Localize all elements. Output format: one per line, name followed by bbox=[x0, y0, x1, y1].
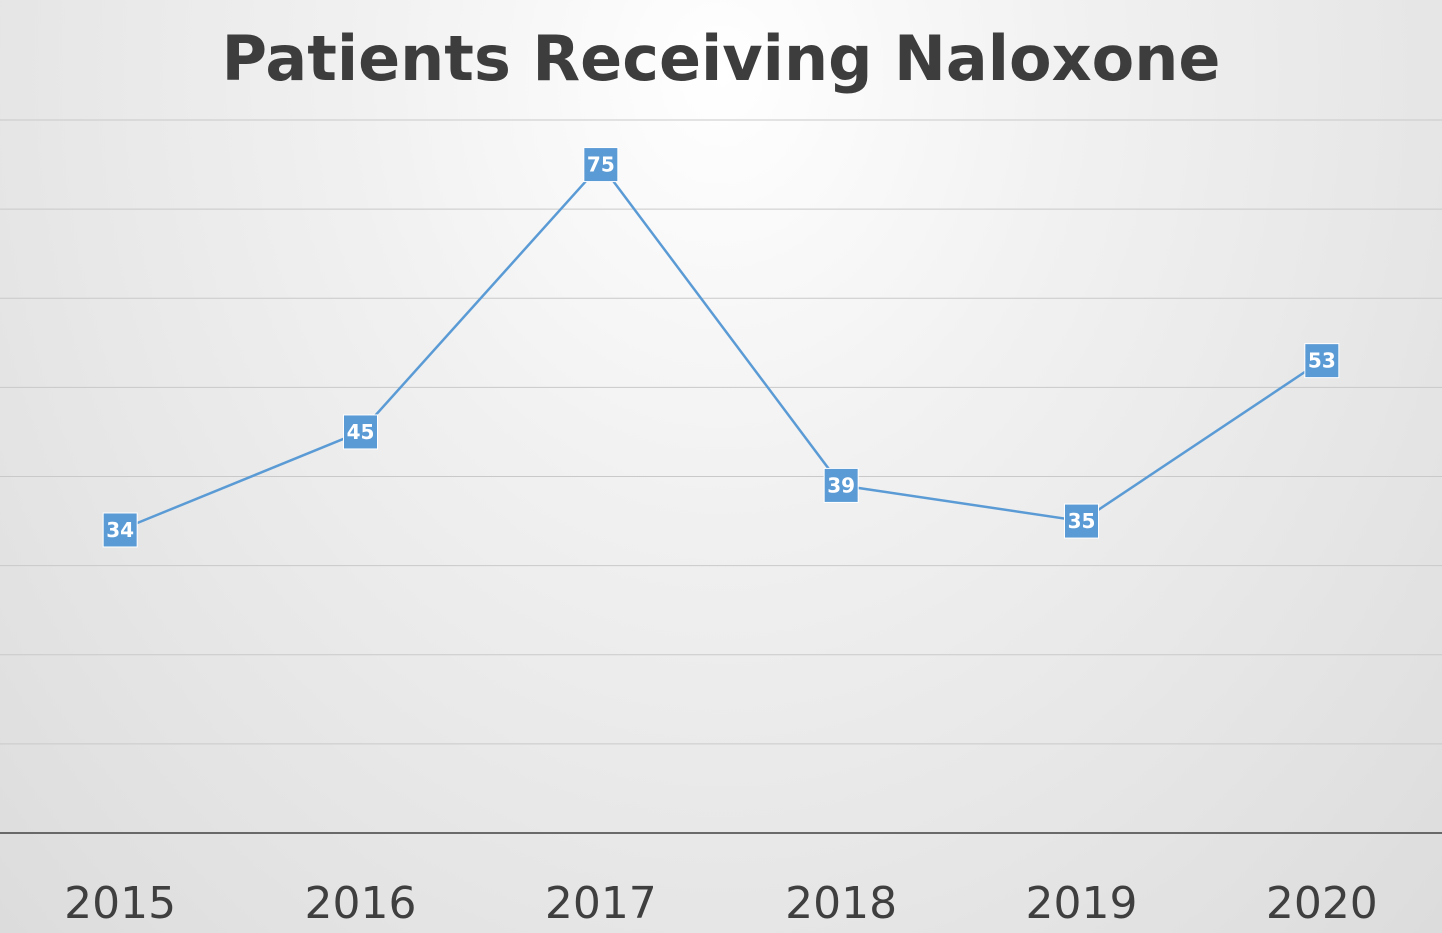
data-point: 39 bbox=[823, 467, 859, 503]
gridlines bbox=[0, 119, 1442, 745]
x-tick-label: 2015 bbox=[64, 878, 176, 929]
series-group: 34 45 75 39 35 53 bbox=[102, 147, 1340, 548]
data-point: 75 bbox=[583, 147, 619, 183]
data-marker bbox=[1304, 343, 1340, 379]
data-label: 75 bbox=[587, 153, 615, 177]
data-marker bbox=[343, 414, 378, 450]
x-tick-label: 2018 bbox=[785, 878, 897, 929]
data-label: 53 bbox=[1308, 349, 1336, 373]
data-point: 45 bbox=[343, 414, 378, 450]
data-label: 45 bbox=[347, 420, 375, 444]
data-label: 39 bbox=[827, 473, 855, 497]
data-marker bbox=[1064, 503, 1099, 539]
data-label: 35 bbox=[1068, 509, 1096, 533]
data-marker bbox=[583, 147, 619, 183]
data-point: 35 bbox=[1064, 503, 1099, 539]
data-label: 34 bbox=[106, 518, 134, 542]
x-tick-label: 2016 bbox=[305, 878, 417, 929]
x-tick-label: 2020 bbox=[1266, 878, 1378, 929]
data-marker bbox=[102, 512, 138, 548]
data-point: 53 bbox=[1304, 343, 1340, 379]
data-point: 34 bbox=[102, 512, 138, 548]
x-tick-label: 2017 bbox=[545, 878, 657, 929]
series-line bbox=[119, 162, 1323, 532]
chart-title: Patients Receiving Naloxone bbox=[222, 22, 1221, 95]
data-marker bbox=[823, 467, 859, 503]
x-axis-tick-labels: 2015 2016 2017 2018 2019 2020 bbox=[64, 878, 1378, 929]
x-tick-label: 2019 bbox=[1026, 878, 1138, 929]
